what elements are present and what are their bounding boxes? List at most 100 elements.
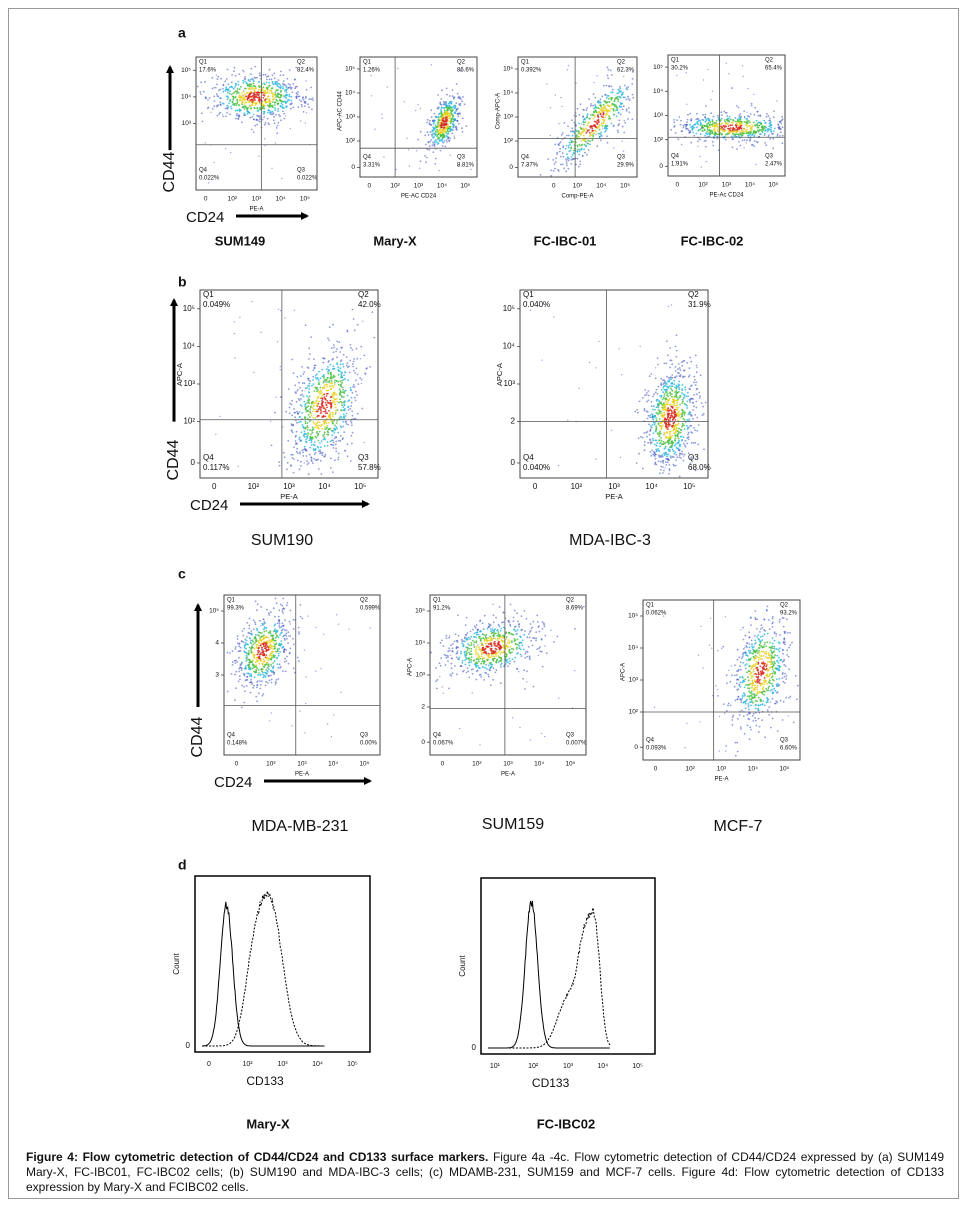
cell-dot [222, 90, 225, 93]
cell-dot [314, 451, 317, 454]
cell-dot [667, 453, 670, 456]
cell-dot [310, 456, 313, 459]
cell-dot [663, 469, 665, 472]
quadrant-id: Q2 [617, 60, 626, 66]
cell-dot [226, 68, 229, 71]
cell-dot [721, 129, 723, 131]
quadrant-id: Q4 [199, 168, 208, 174]
cell-dot [685, 395, 688, 397]
cell-dot [445, 139, 448, 142]
cell-dot [258, 680, 261, 682]
cell-dot [610, 85, 613, 88]
cell-dot [322, 405, 324, 408]
cell-dot [673, 383, 676, 385]
quadrant-id: Q1 [523, 290, 534, 299]
cell-dot [616, 129, 619, 132]
cell-dot [582, 127, 585, 130]
cell-dot [449, 122, 452, 125]
cell-dot [738, 127, 741, 130]
cell-dot [449, 109, 452, 111]
cell-dot [236, 661, 239, 663]
cell-dot [351, 414, 354, 417]
cell-dot [675, 355, 678, 358]
cell-dot [330, 439, 333, 442]
cell-dot [730, 135, 733, 138]
cell-dot [555, 157, 557, 160]
cell-dot [298, 399, 301, 401]
cell-dot [453, 97, 455, 100]
cell-dot [654, 430, 657, 433]
cell-dot [581, 131, 584, 134]
cell-dot [714, 130, 716, 133]
cell-dot [582, 123, 585, 126]
cell-dot [668, 404, 671, 406]
cell-dot [688, 367, 691, 369]
cell-dot [714, 134, 716, 137]
cell-dot [682, 126, 685, 129]
x-tick-label: 10⁵ [768, 182, 778, 189]
cell-dot [331, 471, 334, 473]
cell-dot [753, 113, 756, 116]
cell-dot [352, 369, 355, 372]
cell-dot [326, 400, 329, 402]
cell-dot [442, 100, 445, 103]
cell-dot [445, 634, 448, 637]
cell-dot [681, 422, 684, 425]
cell-dot [652, 432, 655, 435]
cell-dot [337, 431, 340, 434]
cell-dot [656, 392, 659, 395]
cell-dot [571, 127, 574, 130]
cell-dot [754, 106, 757, 109]
cell-dot [273, 104, 276, 106]
cell-dot [201, 120, 204, 123]
cell-dot [323, 421, 326, 423]
cell-dot [473, 646, 476, 648]
cell-dot [755, 131, 758, 134]
cell-dot [246, 98, 249, 101]
cell-dot [246, 643, 249, 645]
cell-dot [646, 417, 649, 420]
cell-dot [658, 435, 661, 438]
cell-dot [257, 680, 259, 682]
cell-dot [768, 125, 771, 128]
cell-dot [694, 414, 697, 416]
cell-dot [296, 410, 298, 413]
cell-dot [342, 388, 344, 391]
cell-dot [256, 123, 258, 126]
cell-dot [306, 395, 308, 397]
cell-dot [300, 120, 302, 122]
cell-dot [557, 143, 560, 146]
y-tick-label: 10⁵ [503, 66, 513, 73]
cell-dot [429, 140, 432, 143]
cell-dot [679, 123, 682, 126]
cell-dot [695, 132, 698, 135]
cell-dot [687, 426, 689, 429]
quadrant-id: Q4 [363, 155, 372, 161]
cell-dot [697, 424, 700, 426]
cell-dot [252, 628, 255, 631]
cell-dot [294, 440, 297, 442]
cell-dot [597, 132, 600, 135]
cell-dot [261, 694, 264, 697]
cell-dot [772, 137, 775, 140]
cell-dot [702, 114, 704, 116]
cell-dot [688, 131, 691, 134]
y-tick-label: 0 [351, 164, 355, 171]
cell-dot [596, 126, 599, 128]
cell-dot [324, 408, 327, 411]
cell-dot [586, 141, 588, 143]
cell-dot [313, 453, 316, 456]
cell-dot [268, 84, 271, 87]
cell-dot [301, 389, 304, 392]
cell-dot [677, 368, 679, 371]
sample-name: SUM190 [251, 532, 313, 549]
cell-dot [626, 86, 628, 89]
cell-dot [297, 388, 299, 391]
cell-dot [436, 107, 439, 110]
cell-dot [339, 415, 342, 418]
cell-dot [715, 119, 718, 122]
cell-dot [677, 412, 680, 414]
cell-dot [263, 107, 266, 110]
cell-dot [623, 119, 625, 122]
